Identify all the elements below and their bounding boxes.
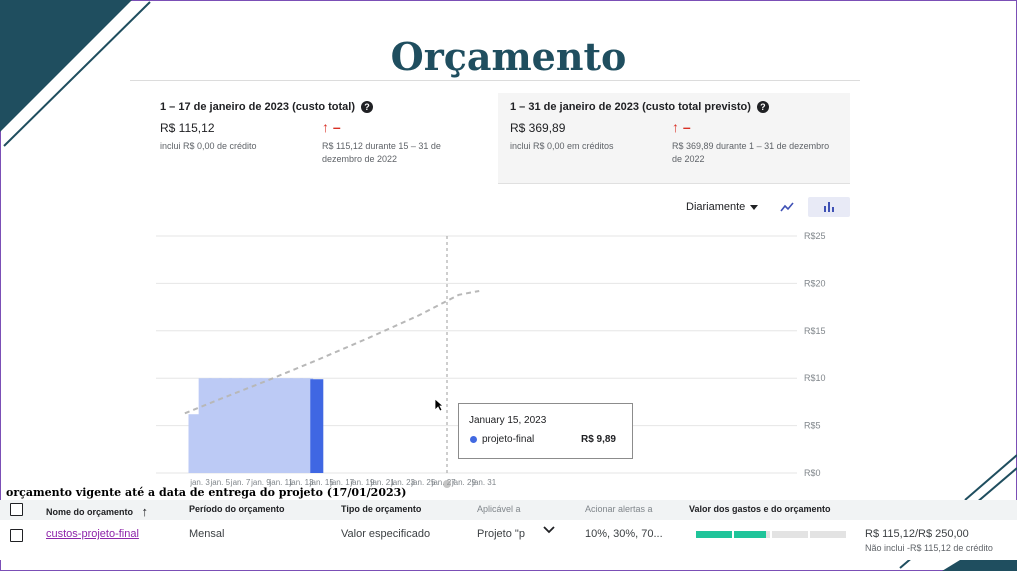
x-tick-label: jan. 31 <box>471 478 497 487</box>
current-cost-amount: R$ 115,12 <box>160 121 215 135</box>
bar[interactable] <box>290 378 303 473</box>
budget-type: Valor especificado <box>341 528 431 540</box>
y-tick-label: R$20 <box>804 278 826 288</box>
chart-forecast-line <box>184 290 480 415</box>
sort-arrow-up-icon[interactable]: ↑ <box>141 504 149 519</box>
y-tick-label: R$0 <box>804 468 821 478</box>
x-tick-label: jan. 21 <box>370 478 396 487</box>
forecast-cost-title-text: 1 – 31 de janeiro de 2023 (custo total p… <box>510 101 751 113</box>
x-tick-label: jan. 7 <box>230 478 251 487</box>
bar[interactable] <box>229 378 243 473</box>
bar-chart-button[interactable] <box>808 197 850 217</box>
header-period: Período do orçamento <box>189 504 285 514</box>
budget-amount: R$ 115,12/R$ 250,00 <box>865 528 969 540</box>
tooltip-series: projeto-final <box>482 434 535 445</box>
x-tick-label: jan. 19 <box>349 478 375 487</box>
header-alerts: Acionar alertas a <box>585 504 653 514</box>
line-chart-button[interactable] <box>774 197 800 217</box>
bar[interactable] <box>259 378 273 473</box>
bar[interactable] <box>218 378 232 473</box>
table-row: custos-projeto-final Mensal Valor especi… <box>0 520 1017 560</box>
mouse-cursor-icon <box>434 398 444 412</box>
header-value: Valor dos gastos e do orçamento <box>689 504 831 514</box>
tooltip-date: January 15, 2023 <box>469 415 547 426</box>
series-dot-icon <box>470 436 477 443</box>
forecast-line <box>184 290 480 415</box>
budget-note: orçamento vigente até a data de entrega … <box>6 486 407 499</box>
table-header: Nome do orçamento ↑ Período do orçamento… <box>0 500 1017 520</box>
header-type: Tipo de orçamento <box>341 504 422 514</box>
forecast-cost-amount: R$ 369,89 <box>510 121 566 135</box>
help-icon[interactable]: ? <box>361 101 374 114</box>
frequency-label: Diariamente <box>686 201 746 213</box>
y-tick-label: R$10 <box>804 373 826 383</box>
header-applies: Aplicável a <box>477 504 521 514</box>
line-chart-icon <box>780 202 794 212</box>
x-tick-label: jan. 23 <box>390 478 416 487</box>
budget-applies: Projeto "p <box>477 528 525 540</box>
forecast-cost-title: 1 – 31 de janeiro de 2023 (custo total p… <box>510 101 769 114</box>
progress-segment <box>772 531 808 538</box>
progress-fill <box>734 531 766 538</box>
y-tick-label: R$25 <box>804 231 826 241</box>
help-icon[interactable]: ? <box>756 101 769 114</box>
current-cost-title-text: 1 – 17 de janeiro de 2023 (custo total) <box>160 101 356 113</box>
y-tick-label: R$15 <box>804 326 826 336</box>
trend-up-icon: ↑ – <box>322 119 341 135</box>
current-cost-card: 1 – 17 de janeiro de 2023 (custo total)?… <box>148 93 498 183</box>
x-tick-label: jan. 5 <box>210 478 231 487</box>
x-tick-label: jan. 3 <box>189 478 210 487</box>
row-checkbox[interactable] <box>10 529 23 542</box>
bar[interactable] <box>279 378 293 473</box>
bar-chart-icon <box>824 202 834 212</box>
cost-summary: 1 – 17 de janeiro de 2023 (custo total)?… <box>148 93 850 184</box>
chart-y-ticks: R$0 R$5 R$10 R$15 R$20 R$25 <box>804 231 826 478</box>
x-tick-label: jan. 25 <box>410 478 436 487</box>
tooltip-value: R$ 9,89 <box>580 434 616 445</box>
x-tick-label: jan. 9 <box>250 478 271 487</box>
caret-down-icon <box>750 204 759 210</box>
forecast-cost-compare: R$ 369,89 durante 1 – 31 de dezembro de … <box>672 141 830 164</box>
bar[interactable] <box>269 378 283 473</box>
frequency-dropdown[interactable]: Diariamente <box>686 201 759 213</box>
x-tick-label: jan. 17 <box>329 478 355 487</box>
current-cost-title: 1 – 17 de janeiro de 2023 (custo total)? <box>160 101 374 114</box>
bar[interactable] <box>188 414 202 473</box>
expand-chevron-icon[interactable] <box>543 524 555 539</box>
select-all-checkbox[interactable] <box>10 503 23 516</box>
budget-progress-bar <box>696 531 848 538</box>
slide-title: Orçamento <box>390 34 627 79</box>
forecast-cost-credit: inclui R$ 0,00 em créditos <box>510 141 614 151</box>
header-name[interactable]: Nome do orçamento ↑ <box>46 504 148 519</box>
x-tick-label: jan. 13 <box>288 478 314 487</box>
progress-fill <box>696 531 732 538</box>
title-divider <box>130 80 860 81</box>
budget-alerts: 10%, 30%, 70... <box>585 528 663 540</box>
bar[interactable] <box>198 378 212 473</box>
chart-tooltip: January 15, 2023 projeto-final R$ 9,89 <box>458 403 633 459</box>
budget-period: Mensal <box>189 528 225 540</box>
trend-up-icon: ↑ – <box>672 119 691 135</box>
bar[interactable] <box>239 378 253 473</box>
y-tick-label: R$5 <box>804 421 821 431</box>
current-cost-compare: R$ 115,12 durante 15 – 31 de dezembro de… <box>322 141 441 164</box>
bar-highlighted[interactable] <box>310 379 324 473</box>
budget-credit-note: Não inclui -R$ 115,12 de crédito <box>865 543 993 553</box>
forecast-cost-card: 1 – 31 de janeiro de 2023 (custo total p… <box>498 93 850 184</box>
current-cost-credit: inclui R$ 0,00 de crédito <box>160 141 257 151</box>
bar[interactable] <box>300 378 314 473</box>
chart-bars <box>188 378 324 473</box>
budget-name-link[interactable]: custos-projeto-final <box>46 528 139 540</box>
bar[interactable] <box>249 378 263 473</box>
x-tick-label: jan. 29 <box>451 478 477 487</box>
budget-table: Nome do orçamento ↑ Período do orçamento… <box>0 500 1017 560</box>
progress-segment <box>810 531 846 538</box>
hover-marker <box>443 480 451 488</box>
header-name-label: Nome do orçamento <box>46 507 134 517</box>
x-tick-label: jan. 11 <box>268 478 293 487</box>
x-tick-label: jan. 15 <box>309 478 335 487</box>
